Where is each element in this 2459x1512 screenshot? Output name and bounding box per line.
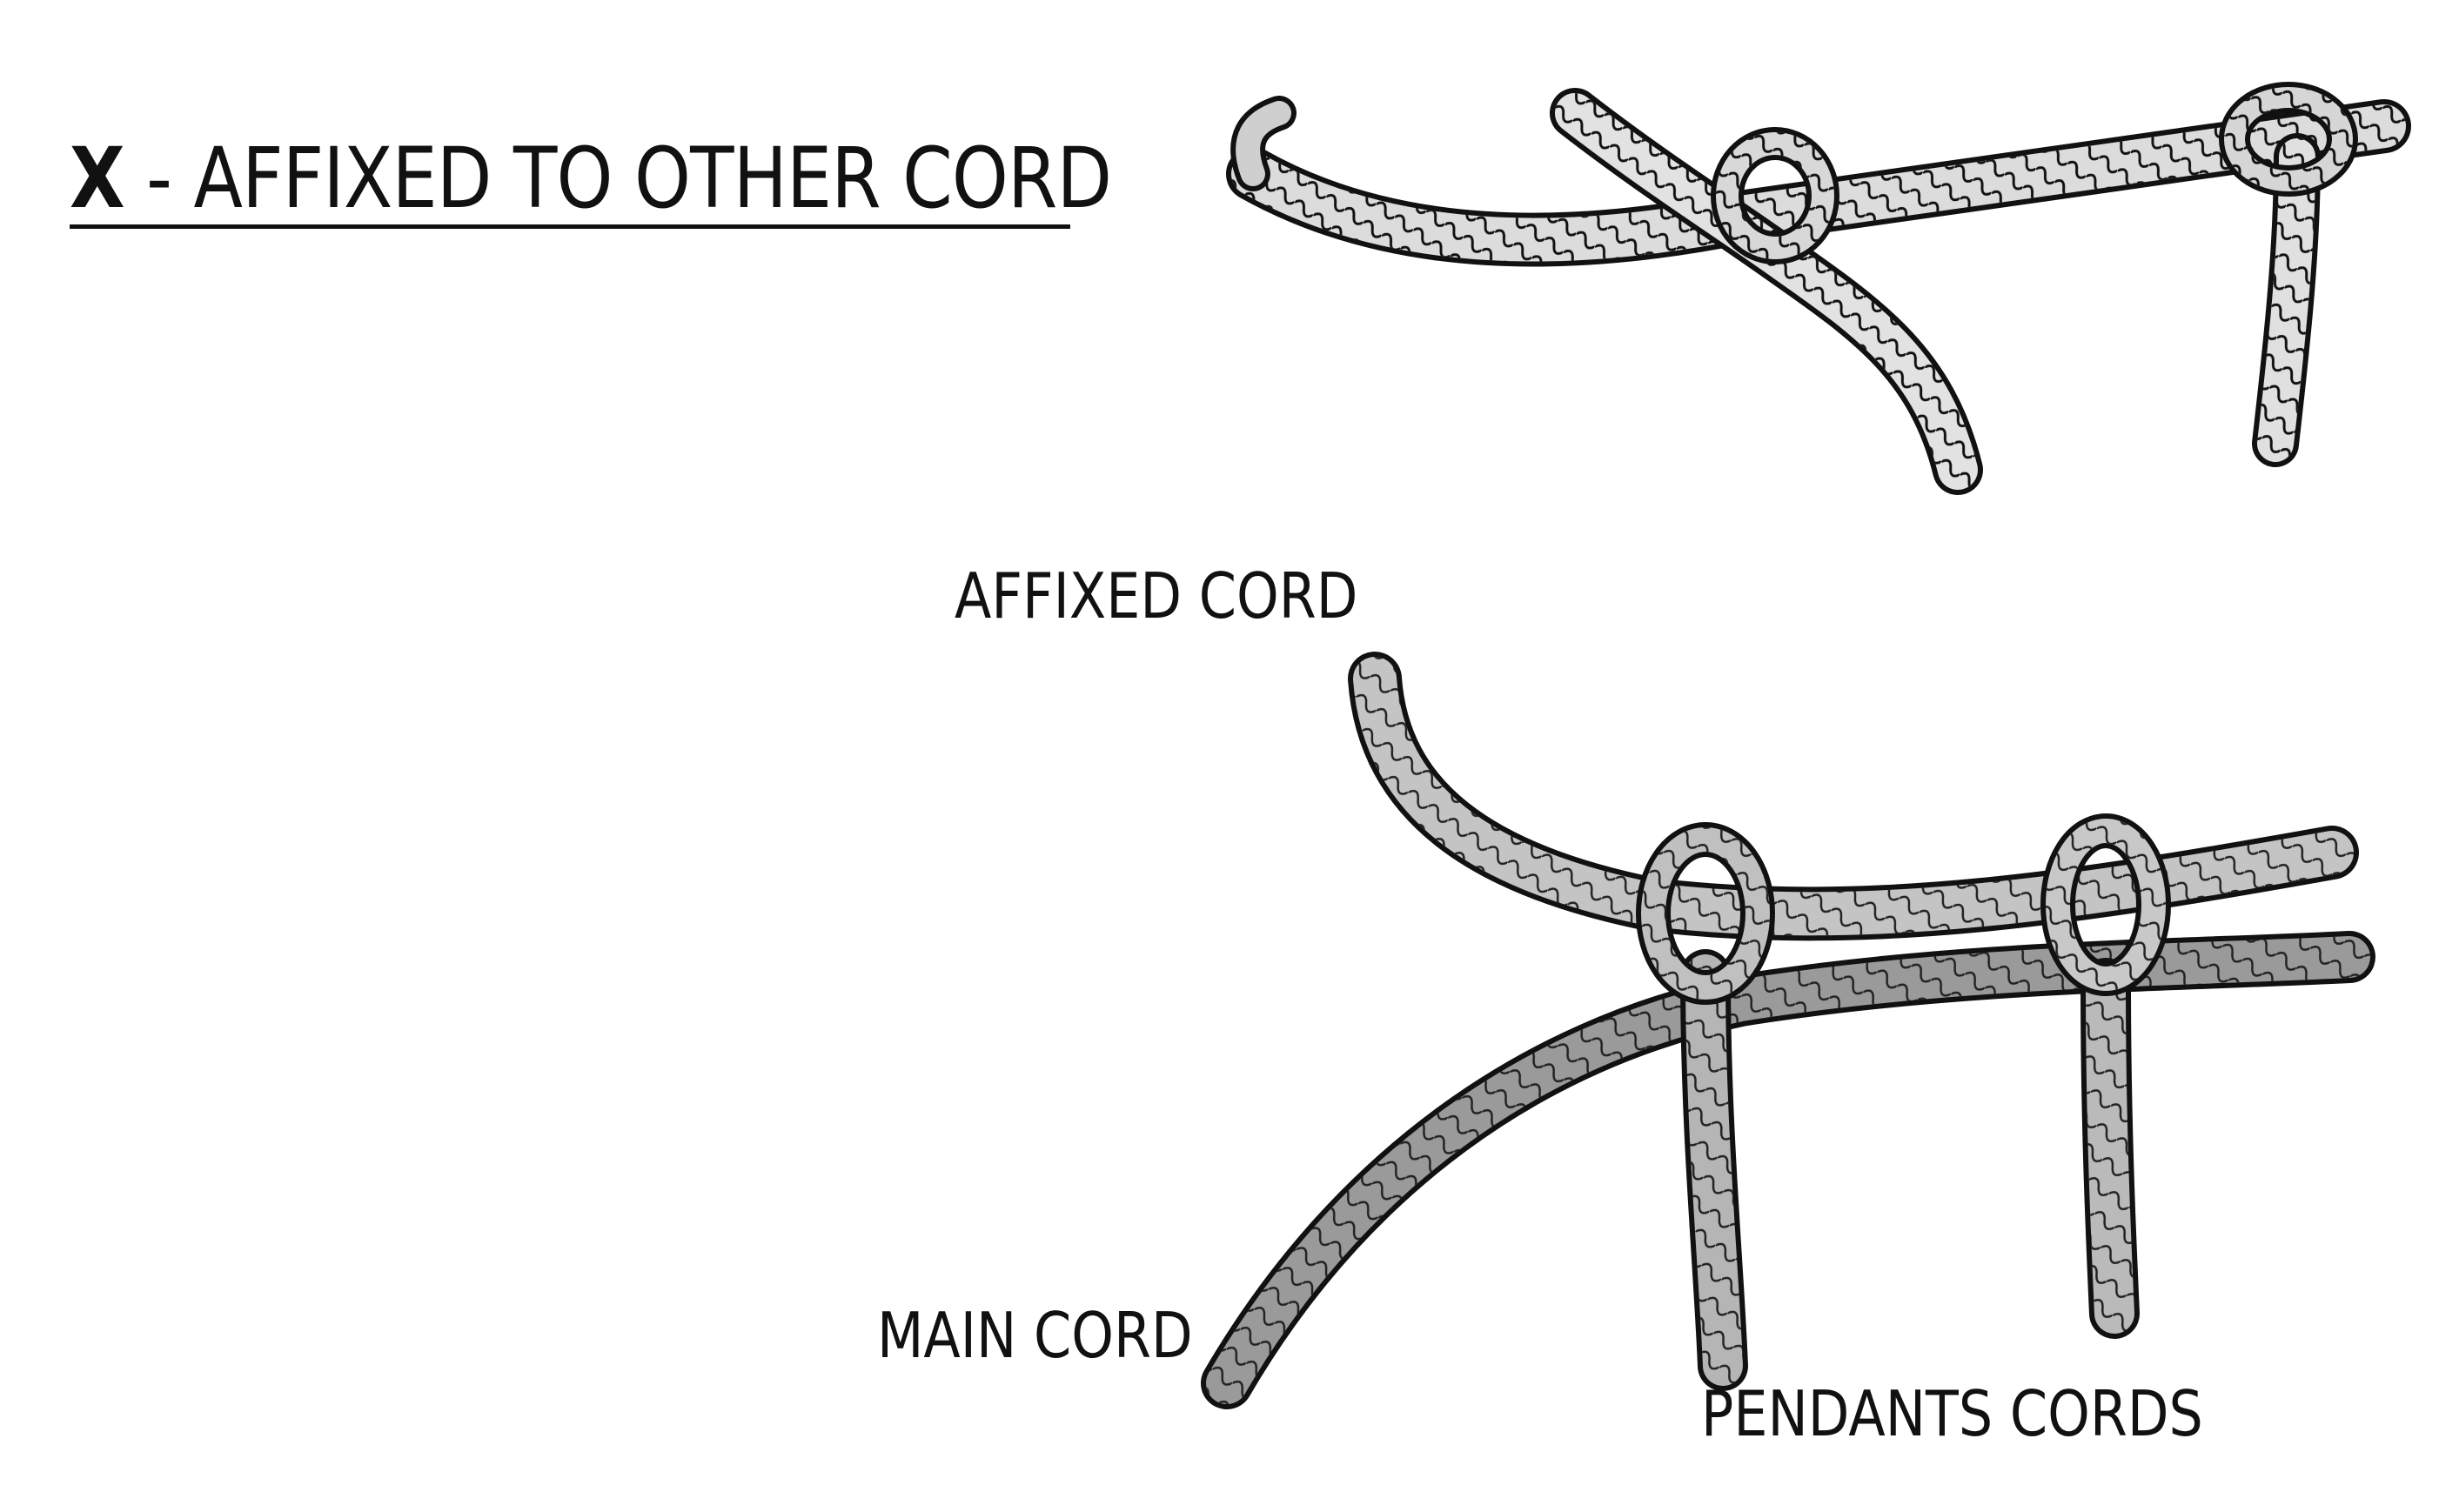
- title-code: X: [70, 130, 125, 227]
- title-underline: [70, 224, 1070, 229]
- bottom-cord-drawing: [1201, 652, 2375, 1409]
- bottom-left-pendant-cord: [1636, 822, 1775, 1391]
- label-pendant-cords: PENDANTS CORDS: [1701, 1377, 2203, 1450]
- bottom-right-pendant-cord: [2040, 813, 2171, 1339]
- bottom-main-cord: [1201, 931, 2375, 1409]
- top-pendant-cord: [2219, 82, 2358, 467]
- title-separator: -: [124, 130, 194, 227]
- label-affixed-cord: AFFIXED CORD: [955, 559, 1358, 632]
- top-affixed-cord: [1550, 88, 1983, 495]
- top-cord-drawing: [1226, 82, 2411, 495]
- diagram-title: X - AFFIXED TO OTHER CORD: [70, 130, 1112, 227]
- title-text: AFFIXED TO OTHER CORD: [193, 130, 1112, 227]
- label-main-cord: MAIN CORD: [877, 1299, 1193, 1372]
- bottom-affixed-cord: [1348, 652, 2359, 941]
